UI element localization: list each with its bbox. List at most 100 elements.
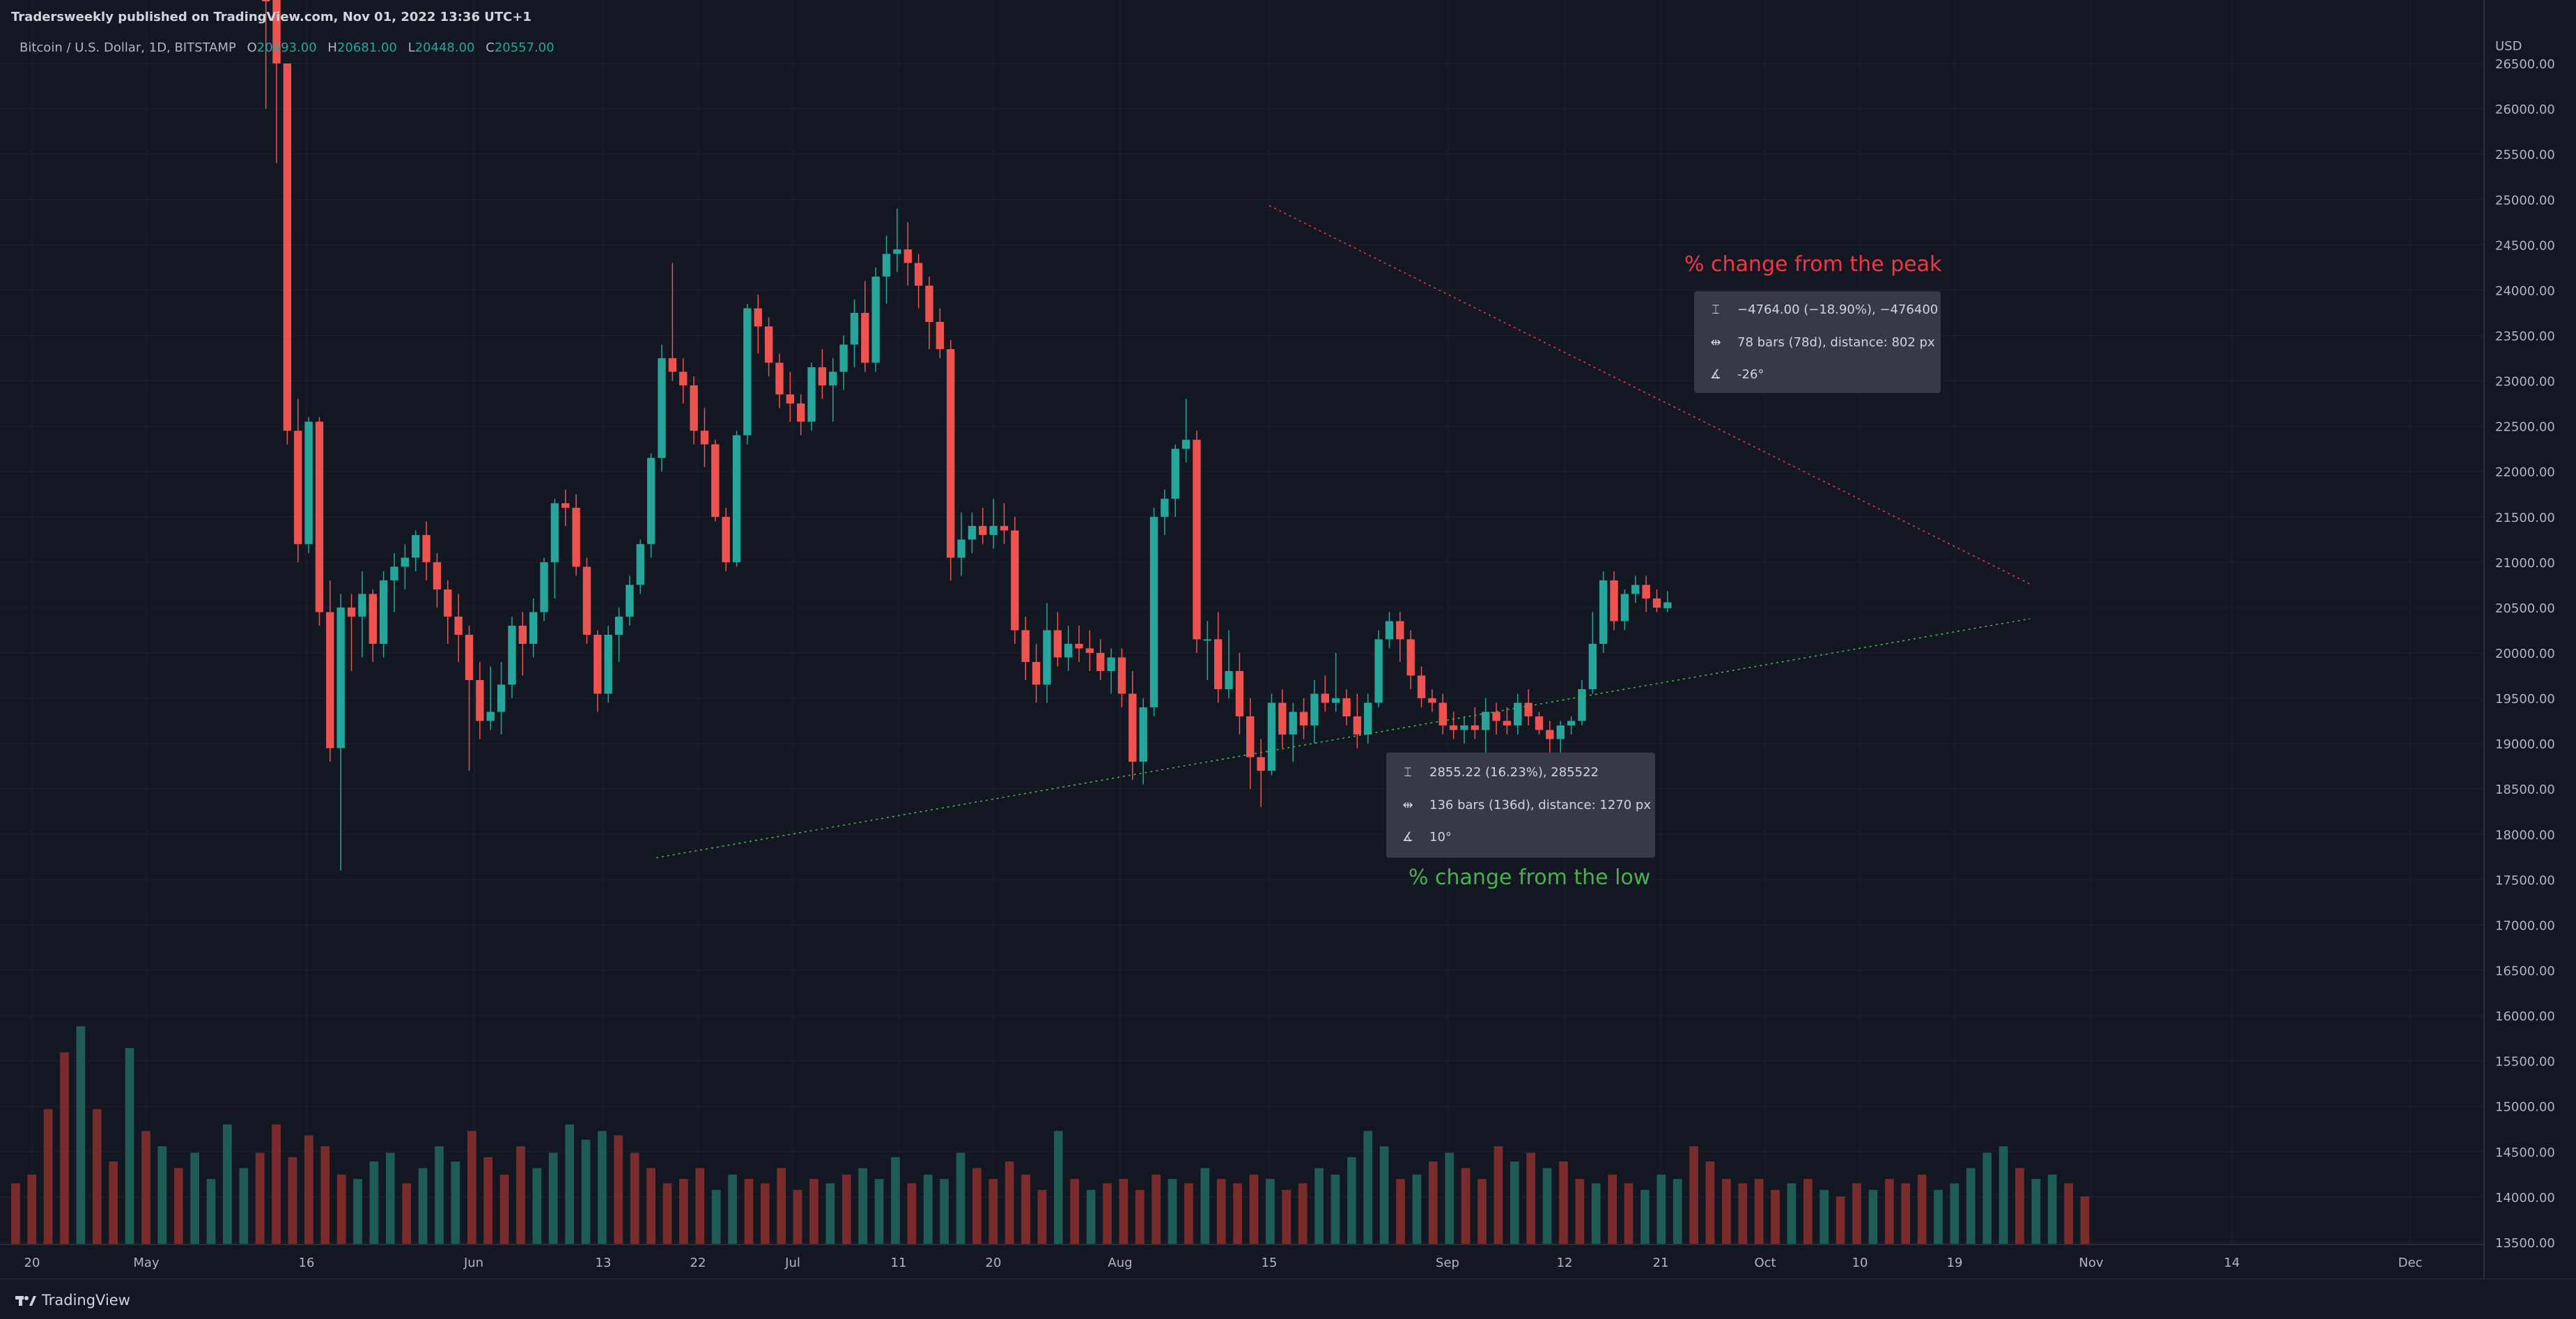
candle xyxy=(754,294,762,354)
candle xyxy=(732,431,741,567)
peak-bars-distance: 78 bars (78d), distance: 802 px xyxy=(1737,334,1935,350)
volume-bar xyxy=(1004,1161,1014,1244)
volume-bar xyxy=(1151,1174,1161,1244)
volume-bar xyxy=(1461,1168,1471,1244)
candle xyxy=(947,340,955,580)
candle xyxy=(989,498,998,549)
volume-bar xyxy=(760,1183,770,1244)
price-axis[interactable]: 26500.00 26000.00 25500.00 25000.00 24500.00… xyxy=(2495,57,2555,1251)
candle xyxy=(1599,571,1608,654)
volume-bar xyxy=(1624,1183,1634,1244)
candle xyxy=(1043,603,1051,703)
candle xyxy=(604,625,612,703)
candle xyxy=(1085,630,1094,672)
candle xyxy=(412,530,420,571)
tradingview-brand[interactable]: TradingView xyxy=(15,1292,130,1309)
volume-bar xyxy=(2015,1168,2024,1244)
volume-bar xyxy=(1347,1157,1356,1244)
price-tick-label: 17500.00 xyxy=(2495,873,2555,888)
candle xyxy=(465,625,474,771)
volume-bar xyxy=(92,1109,102,1244)
volume-bar xyxy=(336,1174,346,1244)
peak-trend-line[interactable] xyxy=(1268,205,2031,585)
candle xyxy=(925,276,933,350)
volume-bar xyxy=(27,1174,37,1244)
candle xyxy=(679,358,688,404)
volume-bar xyxy=(1966,1168,1976,1244)
low-change-label: % change from the low xyxy=(1409,865,1651,890)
volume-bar xyxy=(2064,1183,2073,1244)
candle xyxy=(1107,648,1115,694)
candle xyxy=(1310,680,1319,744)
candle xyxy=(304,417,313,553)
time-tick-label: May xyxy=(133,1256,160,1270)
volume-bar xyxy=(109,1161,118,1244)
volume-bar xyxy=(1363,1131,1373,1244)
price-tick-label: 24500.00 xyxy=(2495,238,2555,253)
time-tick-label: 13 xyxy=(596,1256,612,1270)
candle xyxy=(1438,693,1447,735)
candle xyxy=(283,63,292,445)
volume-bar xyxy=(940,1179,949,1244)
candle xyxy=(818,349,827,399)
volume-bar xyxy=(565,1124,574,1244)
candle xyxy=(690,376,698,445)
time-axis[interactable]: 20 May 16 Jun 13 22 Jul 11 20 Aug 15 Sep 12 21 Oct 10 19… xyxy=(24,1256,2423,1270)
volume-bar xyxy=(1037,1189,1047,1244)
candle xyxy=(1332,653,1340,712)
volume-bar xyxy=(369,1161,379,1244)
candle xyxy=(1235,653,1244,735)
candle xyxy=(1011,516,1019,645)
volume-bar xyxy=(728,1174,737,1244)
volume-bar xyxy=(304,1135,313,1244)
peak-measure-tooltip: ⌶ −4764.00 (−18.90%), −476400 ⇹ 78 bars … xyxy=(1694,291,1941,393)
time-tick-label: 16 xyxy=(299,1256,315,1270)
volume-bar xyxy=(1640,1189,1650,1244)
volume-bar xyxy=(1282,1189,1291,1244)
candle xyxy=(326,580,334,762)
candle xyxy=(1514,693,1522,735)
volume-bar xyxy=(1412,1174,1422,1244)
volume-bar xyxy=(1200,1168,1210,1244)
symbol-title[interactable]: Bitcoin / U.S. Dollar, 1D, BITSTAMP xyxy=(20,40,236,55)
candle xyxy=(1588,612,1597,694)
volume-bar xyxy=(662,1183,672,1244)
candle xyxy=(1246,698,1255,789)
volume-bar xyxy=(76,1026,86,1244)
trend-lines[interactable] xyxy=(655,205,2031,858)
candle xyxy=(1000,503,1009,544)
candle xyxy=(871,267,880,372)
candle xyxy=(1620,589,1629,631)
candle xyxy=(454,594,463,663)
low-trend-line[interactable] xyxy=(655,618,2031,858)
volume-bar xyxy=(320,1146,330,1244)
candle xyxy=(797,394,805,435)
angle-icon: ∡ xyxy=(1709,367,1722,382)
candle xyxy=(390,553,398,612)
candle xyxy=(433,553,442,608)
volume-bar xyxy=(1054,1131,1063,1244)
volume-bar xyxy=(548,1152,558,1244)
candle xyxy=(1117,648,1126,708)
candle xyxy=(518,612,527,676)
volume-bar xyxy=(923,1174,933,1244)
candle xyxy=(1075,625,1083,663)
volume-bar xyxy=(1542,1168,1552,1244)
volume-bar xyxy=(646,1168,655,1244)
candle xyxy=(1428,689,1436,712)
volume-bar xyxy=(711,1189,721,1244)
time-tick-label: 14 xyxy=(2224,1256,2240,1270)
volume-bar xyxy=(1836,1196,1845,1244)
candle xyxy=(593,630,602,712)
candle xyxy=(1193,431,1201,654)
volume-bar xyxy=(1266,1179,1275,1244)
volume-bar xyxy=(1901,1183,1911,1244)
candle xyxy=(1064,625,1073,672)
candle xyxy=(1278,689,1287,748)
candle xyxy=(829,358,837,422)
grid-lines xyxy=(0,0,2484,1244)
volume-bar xyxy=(1820,1189,1829,1244)
volume-bar xyxy=(825,1183,835,1244)
candle xyxy=(508,616,516,699)
